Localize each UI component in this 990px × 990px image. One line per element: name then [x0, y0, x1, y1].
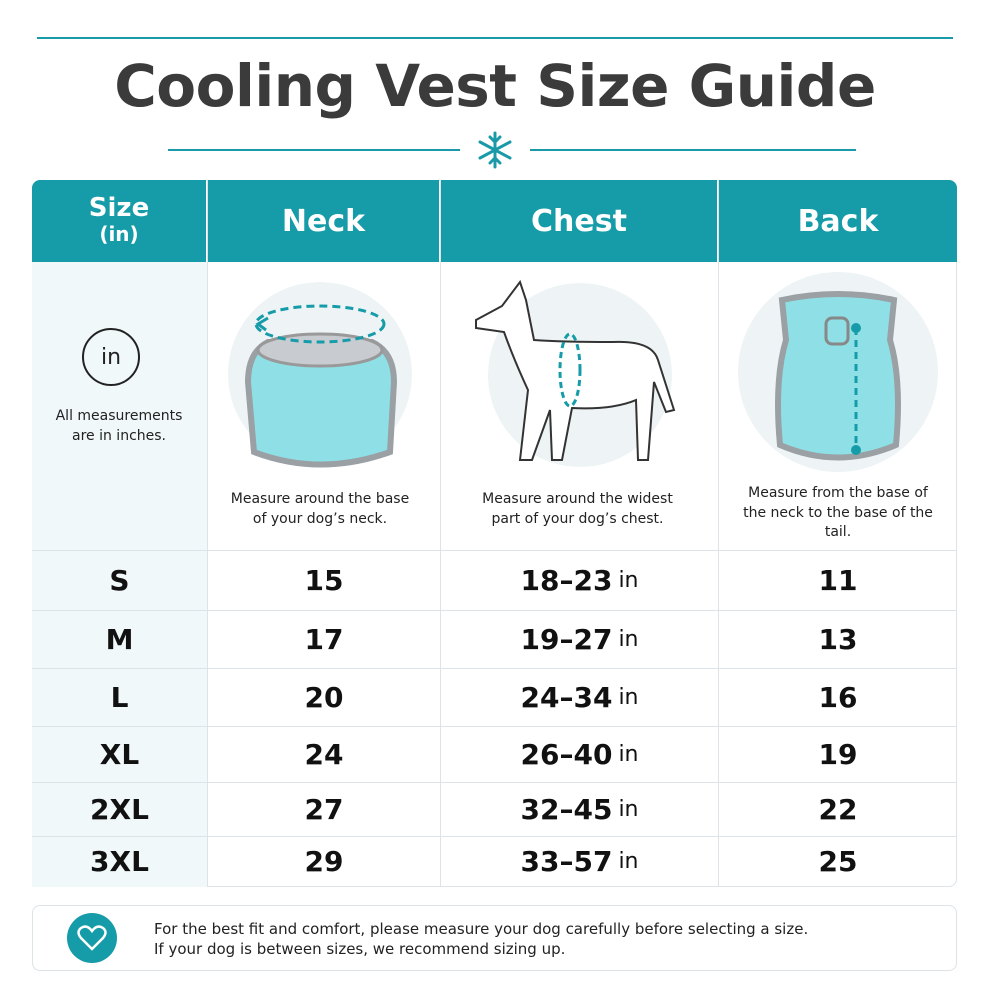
size-cell: L [110, 680, 129, 714]
header-cell: Back [719, 180, 957, 262]
chest-range: 33–57 [520, 845, 613, 878]
back-cell: 19 [818, 737, 858, 771]
neck-description: Measure around the base of your dog’s ne… [230, 491, 410, 527]
chest-unit: in [618, 684, 639, 710]
back-cell: 22 [818, 792, 858, 826]
size-cell: XL [99, 737, 140, 771]
dog-illustration [475, 279, 676, 467]
back-cell: 25 [818, 845, 858, 878]
chest-cell: 19–27 in [441, 610, 718, 668]
chest-range: 26–40 [520, 737, 613, 771]
neck-cell: 17 [304, 622, 344, 656]
top-rule [37, 37, 953, 39]
chest-unit: in [618, 626, 639, 652]
inch-badge: in [82, 328, 140, 386]
row-rule [32, 550, 957, 551]
neck-illustration [228, 282, 412, 468]
header-cell: Size (in) [32, 180, 206, 262]
footer-line: If your dog is between sizes, we recomme… [154, 940, 566, 958]
chest-unit: in [618, 567, 639, 593]
size-cell: S [109, 563, 130, 597]
row-rule [32, 836, 957, 837]
row-rule [32, 668, 957, 669]
neck-cell: 24 [304, 737, 344, 771]
chest-cell: 26–40 in [441, 726, 718, 782]
header-size-unit: (in) [99, 222, 139, 246]
footer-line: For the best fit and comfort, please mea… [154, 920, 809, 938]
chest-cell: 24–34 in [441, 668, 718, 726]
chest-unit: in [618, 849, 639, 874]
header-cell: Chest [441, 180, 717, 262]
chest-cell: 32–45 in [441, 782, 718, 836]
neck-cell: 20 [304, 680, 344, 714]
header-size: Size [88, 193, 150, 223]
neck-cell: 27 [304, 792, 344, 826]
title: Cooling Vest Size Guide [114, 52, 876, 120]
info-note: All measurements are in inches. [55, 408, 183, 444]
row-rule [32, 610, 957, 611]
footer-box [32, 905, 957, 971]
back-illustration [738, 272, 938, 472]
back-cell: 13 [818, 622, 858, 656]
header-cell: Neck [208, 180, 439, 262]
row-rule [32, 782, 957, 783]
chest-range: 32–45 [520, 792, 613, 826]
chest-range: 19–27 [520, 622, 613, 656]
back-cell: 11 [818, 563, 858, 597]
size-cell: 2XL [90, 792, 149, 826]
neck-cell: 29 [304, 845, 344, 878]
footer-note: For the best fit and comfort, please mea… [154, 919, 808, 959]
back-cell: 16 [818, 680, 858, 714]
neck-cell: 15 [304, 563, 344, 597]
chest-unit: in [618, 741, 639, 767]
chest-description: Measure around the widest part of your d… [482, 491, 673, 527]
size-cell: M [105, 622, 134, 656]
chest-cell: 18–23 in [441, 550, 718, 610]
back-description: Measure from the base of the neck to the… [743, 485, 933, 540]
title-divider [168, 131, 856, 169]
chest-unit: in [618, 796, 639, 822]
heart-icon [67, 913, 117, 963]
chest-range: 18–23 [520, 563, 613, 597]
size-cell: 3XL [90, 845, 149, 878]
chest-range: 24–34 [520, 680, 613, 714]
row-rule [32, 726, 957, 727]
chest-cell: 33–57 in [441, 836, 718, 887]
